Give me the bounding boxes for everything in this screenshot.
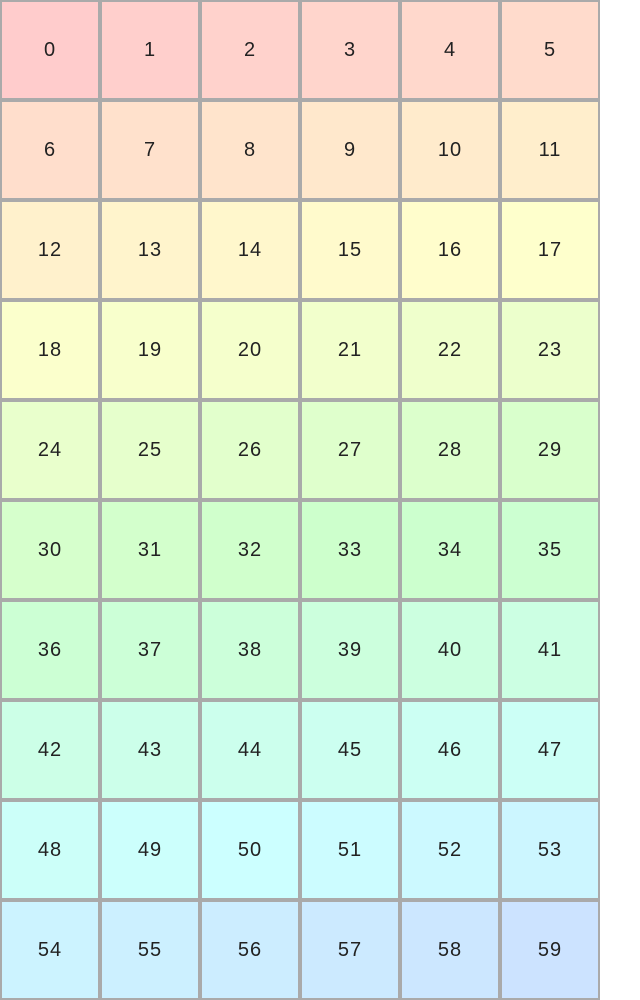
grid-cell: 46 (400, 700, 500, 800)
grid-cell: 27 (300, 400, 400, 500)
grid-cell: 56 (200, 900, 300, 1000)
grid-cell: 42 (0, 700, 100, 800)
grid-cell: 9 (300, 100, 400, 200)
grid-cell: 50 (200, 800, 300, 900)
grid-cell: 55 (100, 900, 200, 1000)
grid-cell: 37 (100, 600, 200, 700)
grid-cell: 21 (300, 300, 400, 400)
grid-cell: 15 (300, 200, 400, 300)
grid-cell: 23 (500, 300, 600, 400)
grid-cell: 35 (500, 500, 600, 600)
grid-cell: 59 (500, 900, 600, 1000)
grid-cell: 49 (100, 800, 200, 900)
grid-cell: 18 (0, 300, 100, 400)
grid-cell: 54 (0, 900, 100, 1000)
grid-cell: 10 (400, 100, 500, 200)
grid-cell: 28 (400, 400, 500, 500)
grid-cell: 40 (400, 600, 500, 700)
grid-cell: 4 (400, 0, 500, 100)
grid-cell: 58 (400, 900, 500, 1000)
grid-cell: 48 (0, 800, 100, 900)
grid-cell: 47 (500, 700, 600, 800)
grid-cell: 6 (0, 100, 100, 200)
grid-cell: 52 (400, 800, 500, 900)
grid-cell: 26 (200, 400, 300, 500)
grid-cell: 3 (300, 0, 400, 100)
grid-cell: 22 (400, 300, 500, 400)
grid-cell: 44 (200, 700, 300, 800)
grid-cell: 29 (500, 400, 600, 500)
grid-cell: 39 (300, 600, 400, 700)
grid-cell: 19 (100, 300, 200, 400)
grid-cell: 32 (200, 500, 300, 600)
grid-cell: 13 (100, 200, 200, 300)
grid-cell: 31 (100, 500, 200, 600)
grid-cell: 34 (400, 500, 500, 600)
grid-cell: 8 (200, 100, 300, 200)
grid-cell: 45 (300, 700, 400, 800)
grid-cell: 25 (100, 400, 200, 500)
grid-cell: 17 (500, 200, 600, 300)
grid-cell: 41 (500, 600, 600, 700)
grid-cell: 20 (200, 300, 300, 400)
grid-cell: 0 (0, 0, 100, 100)
grid-cell: 57 (300, 900, 400, 1000)
grid-cell: 16 (400, 200, 500, 300)
grid-cell: 51 (300, 800, 400, 900)
grid-cell: 1 (100, 0, 200, 100)
grid-cell: 36 (0, 600, 100, 700)
grid-cell: 7 (100, 100, 200, 200)
grid-cell: 14 (200, 200, 300, 300)
grid-cell: 38 (200, 600, 300, 700)
grid-cell: 24 (0, 400, 100, 500)
grid-cell: 30 (0, 500, 100, 600)
grid-cell: 11 (500, 100, 600, 200)
grid-cell: 43 (100, 700, 200, 800)
grid-cell: 33 (300, 500, 400, 600)
grid-cell: 53 (500, 800, 600, 900)
number-grid: 0 1 2 3 4 5 6 7 8 9 10 11 12 13 14 15 16 17 18 19 20 21 22 23 24… (0, 0, 600, 1000)
grid-cell: 2 (200, 0, 300, 100)
grid-cell: 12 (0, 200, 100, 300)
grid-cell: 5 (500, 0, 600, 100)
